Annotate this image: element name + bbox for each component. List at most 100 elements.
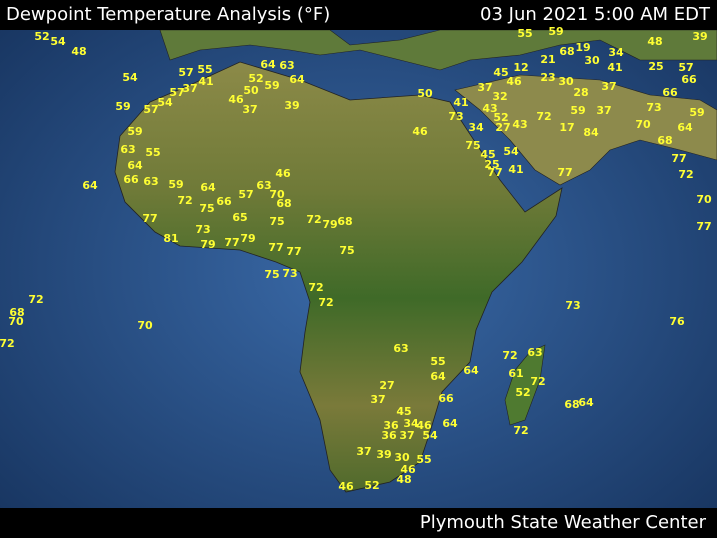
station-value: 72 bbox=[0, 337, 15, 350]
station-value: 37 bbox=[596, 104, 611, 117]
station-value: 30 bbox=[394, 451, 410, 464]
station-value: 59 bbox=[264, 79, 279, 92]
station-value: 39 bbox=[284, 99, 299, 112]
station-value: 57 bbox=[169, 86, 184, 99]
station-value: 75 bbox=[465, 139, 480, 152]
station-value: 68 bbox=[657, 134, 672, 147]
station-value: 41 bbox=[198, 75, 213, 88]
station-value: 68 bbox=[337, 215, 352, 228]
station-value: 37 bbox=[182, 82, 197, 95]
station-value: 72 bbox=[530, 375, 545, 388]
station-value: 64 bbox=[578, 396, 594, 409]
station-value: 84 bbox=[583, 126, 599, 139]
station-value: 66 bbox=[681, 73, 697, 86]
station-value: 23 bbox=[540, 71, 555, 84]
station-value: 19 bbox=[575, 41, 590, 54]
station-value: 75 bbox=[269, 215, 284, 228]
title: Dewpoint Temperature Analysis (°F) bbox=[6, 4, 330, 25]
station-value: 59 bbox=[689, 106, 704, 119]
station-value: 52 bbox=[515, 386, 530, 399]
station-value: 37 bbox=[356, 445, 371, 458]
station-value: 37 bbox=[399, 429, 414, 442]
africa bbox=[114, 61, 563, 493]
station-value: 59 bbox=[570, 104, 585, 117]
station-value: 64 bbox=[430, 370, 446, 383]
station-value: 37 bbox=[601, 80, 616, 93]
station-value: 77 bbox=[557, 166, 572, 179]
station-value: 57 bbox=[238, 188, 253, 201]
station-value: 77 bbox=[268, 241, 283, 254]
station-value: 64 bbox=[82, 179, 98, 192]
station-value: 70 bbox=[8, 315, 24, 328]
station-value: 41 bbox=[607, 61, 622, 74]
station-value: 70 bbox=[635, 118, 651, 131]
station-value: 46 bbox=[400, 463, 416, 476]
station-value: 37 bbox=[370, 393, 385, 406]
station-value: 66 bbox=[438, 392, 454, 405]
station-value: 54 bbox=[50, 35, 66, 48]
station-value: 52 bbox=[493, 111, 508, 124]
station-value: 75 bbox=[264, 268, 279, 281]
credit: Plymouth State Weather Center bbox=[420, 512, 707, 533]
station-value: 61 bbox=[508, 367, 523, 380]
station-value: 21 bbox=[540, 53, 555, 66]
station-value: 73 bbox=[195, 223, 210, 236]
station-value: 48 bbox=[647, 35, 662, 48]
station-value: 77 bbox=[142, 212, 157, 225]
station-value: 79 bbox=[200, 238, 215, 251]
station-value: 70 bbox=[269, 188, 285, 201]
station-value: 65 bbox=[232, 211, 247, 224]
station-value: 79 bbox=[322, 218, 337, 231]
station-value: 52 bbox=[364, 479, 379, 492]
station-value: 37 bbox=[242, 103, 257, 116]
madagascar bbox=[504, 344, 546, 426]
station-value: 30 bbox=[558, 75, 574, 88]
station-value: 39 bbox=[376, 448, 391, 461]
station-value: 30 bbox=[584, 54, 600, 67]
station-value: 54 bbox=[503, 145, 519, 158]
station-value: 50 bbox=[243, 84, 259, 97]
station-value: 77 bbox=[286, 245, 301, 258]
station-value: 55 bbox=[197, 63, 212, 76]
arabia bbox=[454, 74, 717, 186]
station-value: 73 bbox=[565, 299, 580, 312]
station-value: 43 bbox=[482, 102, 497, 115]
station-value: 66 bbox=[216, 195, 232, 208]
station-value: 64 bbox=[442, 417, 458, 430]
station-value: 72 bbox=[513, 424, 528, 437]
station-value: 72 bbox=[536, 110, 551, 123]
station-value: 63 bbox=[120, 143, 135, 156]
station-value: 59 bbox=[115, 100, 130, 113]
header-bar bbox=[0, 0, 717, 30]
station-value: 75 bbox=[199, 202, 214, 215]
station-value: 64 bbox=[127, 159, 143, 172]
station-value: 27 bbox=[495, 121, 510, 134]
station-value: 34 bbox=[608, 46, 624, 59]
station-value: 45 bbox=[493, 66, 508, 79]
station-value: 64 bbox=[260, 58, 276, 71]
europe bbox=[159, 29, 717, 71]
station-value: 54 bbox=[157, 96, 173, 109]
station-value: 66 bbox=[662, 86, 678, 99]
station-value: 46 bbox=[275, 167, 291, 180]
station-value: 79 bbox=[240, 232, 255, 245]
station-value: 77 bbox=[487, 166, 502, 179]
station-value: 36 bbox=[383, 419, 399, 432]
station-value: 64 bbox=[289, 73, 305, 86]
footer-bar bbox=[0, 508, 717, 538]
station-value: 70 bbox=[696, 193, 712, 206]
station-value: 63 bbox=[279, 59, 294, 72]
station-value: 77 bbox=[671, 152, 686, 165]
station-value: 52 bbox=[34, 30, 49, 43]
station-value: 55 bbox=[416, 453, 431, 466]
station-value: 81 bbox=[163, 232, 178, 245]
station-value: 41 bbox=[453, 96, 468, 109]
station-value: 72 bbox=[678, 168, 693, 181]
station-value: 68 bbox=[559, 45, 574, 58]
station-value: 17 bbox=[559, 121, 574, 134]
station-value: 48 bbox=[71, 45, 86, 58]
station-value: 25 bbox=[484, 158, 499, 171]
station-value: 57 bbox=[678, 61, 693, 74]
timestamp: 03 Jun 2021 5:00 AM EDT bbox=[480, 4, 711, 25]
